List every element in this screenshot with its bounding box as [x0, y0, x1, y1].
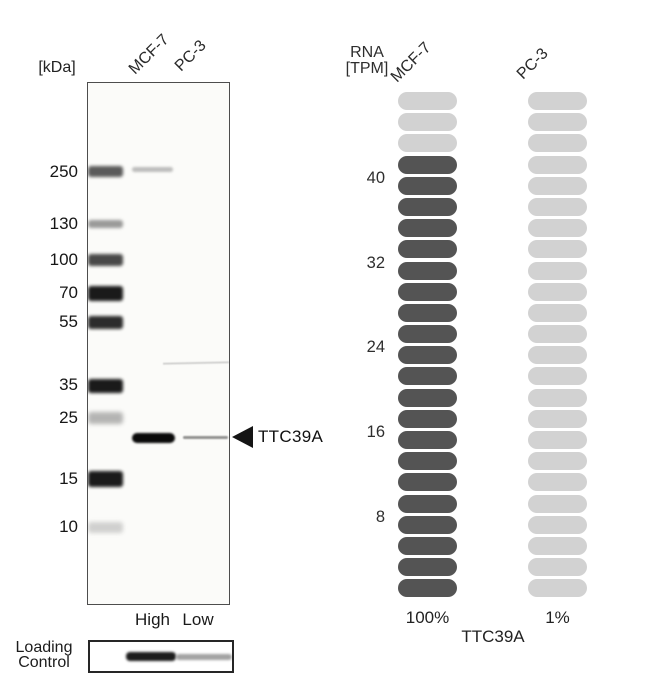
ladder-label: 100	[49, 250, 78, 269]
percent-label-pc3: 1%	[545, 608, 570, 627]
tpm-segment	[528, 155, 587, 174]
loading-control-label: Loading Control	[8, 639, 80, 671]
tpm-segment	[528, 579, 587, 598]
tpm-segment	[398, 367, 457, 386]
tpm-segment	[528, 134, 587, 153]
tpm-segment	[398, 261, 457, 280]
loading-control-strip	[88, 640, 234, 673]
rna-tpm-axis-label: RNA [TPM]	[338, 45, 396, 77]
tpm-segment	[398, 473, 457, 492]
tpm-segment	[398, 558, 457, 577]
tpm-segment	[528, 367, 587, 386]
tpm-segment	[528, 303, 587, 322]
y-tick-label: 32	[366, 254, 385, 272]
tpm-segment	[528, 431, 587, 449]
tpm-segment	[398, 92, 457, 110]
tpm-segment	[528, 113, 587, 132]
rna-axis-label-line1: RNA	[350, 44, 384, 61]
tpm-segment	[528, 452, 587, 471]
tpm-segment	[398, 176, 457, 195]
tpm-segment	[398, 113, 457, 132]
ladder-band-55	[88, 316, 123, 329]
loading-control-label-line2: Control	[18, 654, 70, 671]
loading-control-band-high	[126, 652, 176, 661]
pc3-target-band	[183, 436, 228, 439]
ladder-band-70	[88, 286, 123, 301]
loading-control-label-line1: Loading	[15, 639, 73, 656]
tpm-segment	[528, 176, 587, 195]
tpm-segment	[528, 473, 587, 492]
tpm-segment	[528, 219, 587, 238]
rna-axis-label-line2: [TPM]	[345, 60, 389, 77]
kda-unit-label: [kDa]	[38, 59, 76, 76]
mcf7-target-band	[132, 433, 175, 443]
lane-concentration-high: High	[135, 610, 170, 629]
target-arrow-icon	[232, 426, 253, 448]
lane-concentration-low: Low	[182, 610, 214, 629]
tpm-segment	[528, 515, 587, 534]
ladder-label: 10	[59, 517, 78, 536]
tpm-segment	[528, 536, 587, 555]
tpm-segment	[528, 197, 587, 216]
tpm-column-mcf7	[398, 92, 457, 601]
tpm-segment	[528, 409, 587, 428]
tpm-segment	[528, 240, 587, 259]
tpm-column-pc3	[528, 92, 587, 601]
tpm-segment	[398, 282, 457, 301]
pc3-faint-streak	[162, 361, 229, 365]
y-tick-label: 8	[375, 508, 385, 526]
tpm-segment	[398, 388, 457, 407]
ladder-label: 70	[59, 283, 78, 302]
ladder-band-35	[88, 379, 123, 393]
tpm-segment	[528, 346, 587, 365]
tpm-segment	[398, 325, 457, 344]
y-tick-label: 16	[366, 423, 385, 441]
y-tick-label: 24	[366, 338, 385, 356]
tpm-segment	[528, 558, 587, 577]
blot-lane-label-mcf7: MCF-7	[125, 31, 173, 78]
chart-column-label-pc3: PC-3	[513, 45, 552, 83]
target-band-label: TTC39A	[258, 427, 324, 446]
ladder-band-15	[88, 471, 123, 487]
ladder-band-10	[88, 522, 123, 533]
mcf7-faint-highmw-band	[132, 167, 173, 172]
ladder-label: 250	[49, 162, 78, 181]
tpm-segment	[398, 431, 457, 449]
ladder-label: 130	[49, 214, 78, 233]
ladder-label: 15	[59, 469, 78, 488]
tpm-segment	[398, 134, 457, 153]
blot-lane-label-pc3: PC-3	[171, 37, 210, 75]
tpm-segment	[528, 92, 587, 110]
ladder-band-250	[88, 166, 123, 177]
ladder-band-100	[88, 254, 123, 266]
ladder-label: 55	[59, 312, 78, 331]
tpm-segment	[398, 494, 457, 513]
tpm-segment	[398, 303, 457, 322]
tpm-segment	[528, 325, 587, 344]
ladder-label: 25	[59, 408, 78, 427]
ladder-label: 35	[59, 375, 78, 394]
tpm-segment	[398, 409, 457, 428]
blot-membrane	[87, 82, 230, 605]
ladder-band-25	[88, 412, 123, 424]
ladder-band-130	[88, 220, 123, 228]
tpm-segment	[528, 494, 587, 513]
tpm-segment	[398, 452, 457, 471]
tpm-segment	[398, 515, 457, 534]
loading-control-band-low	[176, 654, 232, 660]
tpm-segment	[528, 388, 587, 407]
tpm-segment	[528, 261, 587, 280]
percent-label-mcf7: 100%	[405, 608, 450, 627]
tpm-segment	[398, 346, 457, 365]
y-tick-label: 40	[366, 169, 385, 187]
tpm-segment	[528, 282, 587, 301]
tpm-segment	[398, 155, 457, 174]
gene-name-label: TTC39A	[461, 627, 525, 646]
tpm-segment	[398, 219, 457, 238]
tpm-segment	[398, 197, 457, 216]
tpm-segment	[398, 579, 457, 598]
tpm-segment	[398, 240, 457, 259]
tpm-segment	[398, 536, 457, 555]
